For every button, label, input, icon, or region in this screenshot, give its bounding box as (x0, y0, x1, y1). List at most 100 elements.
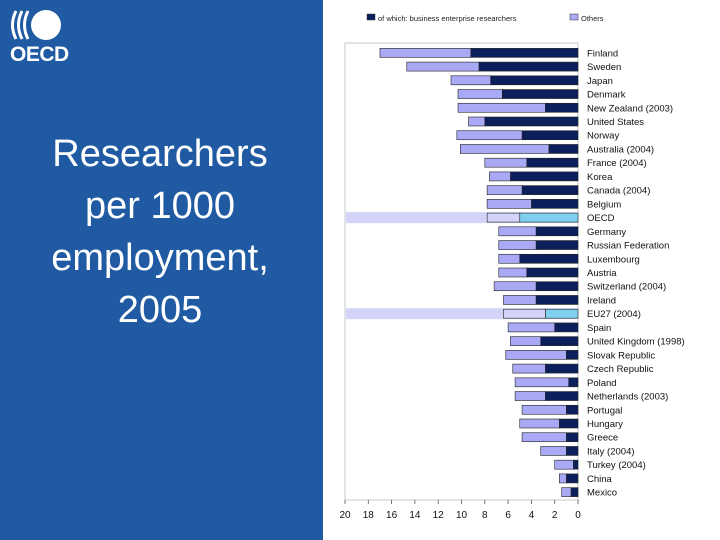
bar-business (470, 48, 579, 58)
x-tick-label: 4 (529, 510, 535, 521)
category-label: OECD (587, 213, 615, 224)
bar-others (503, 295, 537, 305)
category-label: Australia (2004) (587, 144, 654, 155)
category-label: United Kingdom (1998) (587, 337, 685, 348)
bar-others (498, 253, 521, 264)
category-label: Greece (587, 433, 618, 444)
category-label: Japan (587, 76, 613, 87)
bar-business (501, 89, 579, 99)
bar-others (514, 391, 546, 401)
bar-business (535, 295, 579, 305)
bar-business (554, 322, 579, 333)
bar-others (514, 377, 569, 388)
category-label: Poland (587, 378, 617, 389)
bar-others (554, 459, 574, 470)
logo-text: OECD (10, 43, 69, 66)
bar-business (566, 473, 579, 484)
bar-others (540, 446, 567, 456)
x-tick-label: 6 (505, 510, 511, 521)
legend-swatch-others (569, 13, 579, 21)
x-tick-label: 2 (552, 510, 558, 521)
bar-others (505, 350, 567, 360)
bar-others (457, 89, 503, 99)
category-label: Ireland (587, 295, 616, 306)
bar-business (531, 199, 579, 209)
bar-others (486, 199, 532, 209)
category-label: Luxembourg (587, 254, 640, 265)
bar-business (568, 377, 579, 388)
category-label: Netherlands (2003) (587, 392, 668, 403)
category-label: Belgium (587, 199, 621, 210)
bar-others (493, 281, 537, 292)
x-tick-label: 0 (575, 510, 581, 521)
category-label: Hungary (587, 419, 623, 430)
bar-others (519, 418, 560, 429)
category-label: Sweden (587, 62, 621, 73)
bar-business (526, 267, 579, 278)
category-label: Denmark (587, 90, 626, 101)
category-label: United States (587, 117, 644, 128)
bar-others (468, 116, 486, 127)
bar-others (489, 171, 511, 182)
bar-others (507, 322, 556, 333)
bar-business (535, 281, 579, 292)
bar-others (484, 157, 528, 168)
category-label: Slovak Republic (587, 350, 655, 361)
bar-business (519, 212, 579, 223)
bar-business (519, 253, 579, 264)
highlight-band (346, 212, 577, 224)
category-label: Italy (2004) (587, 446, 635, 457)
category-label: Czech Republic (587, 364, 654, 375)
bar-business (521, 130, 579, 141)
bar-business (559, 418, 579, 429)
bar-business (484, 116, 579, 127)
bar-others (486, 212, 521, 223)
x-tick-label: 20 (339, 510, 351, 521)
bar-others (510, 336, 542, 346)
bar-others (559, 473, 567, 484)
bar-others (379, 48, 472, 58)
category-label: EU27 (2004) (587, 309, 641, 320)
category-label: Mexico (587, 488, 617, 499)
category-label: France (2004) (587, 158, 647, 169)
bar-business (566, 432, 579, 443)
category-label: Canada (2004) (587, 186, 650, 197)
title-line: 2005 (117, 289, 203, 331)
title-line: per 1000 (84, 185, 235, 227)
category-label: New Zealand (2003) (587, 103, 673, 114)
bar-business (540, 336, 579, 346)
bar-business (545, 102, 579, 113)
bar-business (490, 75, 579, 86)
oecd-logo: OECD (8, 6, 69, 66)
title-line: employment, (51, 237, 269, 279)
bar-business (535, 226, 579, 237)
bar-business (570, 487, 579, 497)
legend-swatch-business (366, 13, 376, 21)
bar-others (486, 185, 523, 195)
bar-others (460, 144, 550, 154)
bar-others (521, 432, 567, 443)
bar-others (561, 487, 572, 497)
bar-business (566, 350, 579, 360)
category-label: Spain (587, 323, 611, 334)
bar-business (545, 308, 579, 319)
bar-others (450, 75, 491, 86)
oecd-logo-icon (11, 10, 61, 40)
category-label: Portugal (587, 405, 622, 416)
category-label: Turkey (2004) (587, 460, 646, 471)
highlight-band (346, 308, 577, 320)
x-tick-label: 10 (456, 510, 468, 521)
bar-others (503, 308, 546, 319)
title-line: Researchers (52, 133, 268, 175)
category-label: Korea (587, 172, 613, 183)
bar-business (573, 459, 579, 470)
bar-others (406, 61, 480, 72)
bar-business (526, 157, 579, 168)
x-tick-label: 16 (386, 510, 398, 521)
bar-others (498, 226, 537, 237)
bar-business (545, 363, 579, 374)
bar-business (521, 185, 579, 195)
bar-others (498, 240, 537, 250)
category-label: Austria (587, 268, 617, 279)
